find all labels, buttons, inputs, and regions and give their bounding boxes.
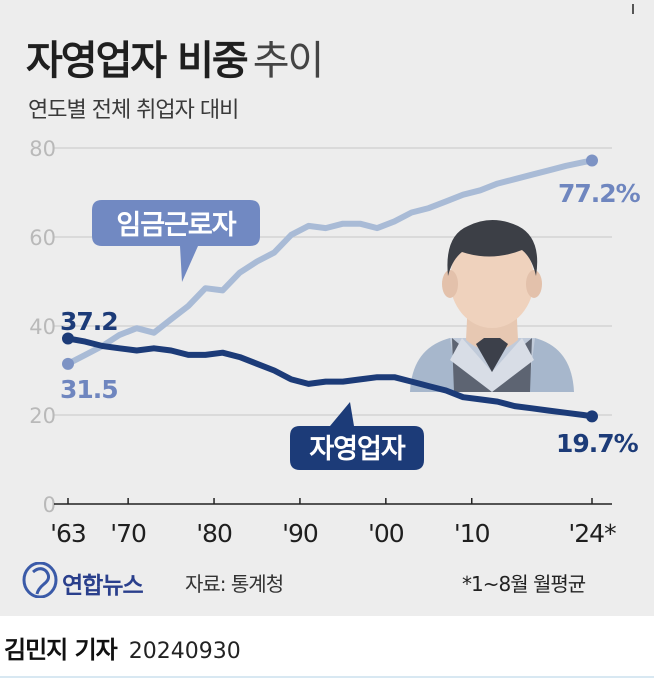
x-tick-label: '24*	[568, 519, 616, 548]
start-marker	[62, 332, 74, 345]
series-line-self-employed	[65, 335, 595, 420]
title-text: 자영업자 비중	[26, 38, 249, 84]
end-marker	[586, 410, 598, 423]
page-title: 자영업자 비중 추이	[26, 28, 325, 86]
bottom-divider	[0, 676, 654, 678]
footnote: *1~8월 월평균	[462, 572, 586, 596]
y-tick-label: 80	[29, 137, 56, 161]
worker-illustration	[410, 220, 574, 392]
source-text: 자료: 통계청	[185, 572, 284, 596]
title-suffix: 추이	[252, 38, 325, 84]
start-marker	[62, 357, 74, 370]
series-line-wage-workers	[65, 157, 595, 367]
corner-mark	[632, 4, 634, 14]
yonhap-logo-icon	[22, 562, 58, 598]
publish-date: 20240930	[128, 639, 241, 664]
brand-name: 연합뉴스	[62, 573, 144, 599]
reporter-name: 김민지 기자	[4, 636, 118, 664]
x-tick-label: '10	[454, 519, 490, 548]
byline: 김민지 기자 20240930	[4, 630, 241, 665]
x-tick-label: '80	[196, 519, 232, 548]
wage-start-label: 31.5	[60, 375, 118, 404]
line-chart: 0 20 40 60 80 '63 '70 '80 '90 '00 '10 '24* 임금근로자 자…	[29, 137, 641, 548]
bubble-wage-workers-label: 임금근로자	[116, 210, 236, 241]
x-axis	[54, 498, 612, 505]
x-axis-ticks: '63 '70 '80 '90 '00 '10 '24*	[50, 519, 617, 548]
x-tick-label: '70	[110, 519, 146, 548]
x-tick-label: '90	[282, 519, 318, 548]
self-end-label: 19.7%	[556, 429, 639, 458]
page-subtitle: 연도별 전체 취업자 대비	[28, 98, 239, 123]
x-tick-label: '63	[50, 519, 86, 548]
end-markers	[62, 154, 598, 423]
bubble-wage-workers: 임금근로자	[92, 200, 260, 282]
end-marker	[586, 154, 598, 167]
bubble-self-employed-label: 자영업자	[309, 434, 406, 465]
wage-end-label: 77.2%	[558, 179, 641, 208]
self-start-label: 37.2	[60, 307, 118, 336]
x-tick-label: '00	[368, 519, 404, 548]
y-axis-ticks: 0 20 40 60 80	[29, 137, 56, 517]
infographic-card	[0, 0, 654, 616]
y-tick-label: 40	[29, 315, 56, 339]
bubble-self-employed: 자영업자	[290, 402, 424, 470]
y-tick-label: 60	[29, 226, 56, 250]
y-tick-label: 20	[29, 404, 56, 428]
y-tick-label: 0	[43, 493, 56, 517]
